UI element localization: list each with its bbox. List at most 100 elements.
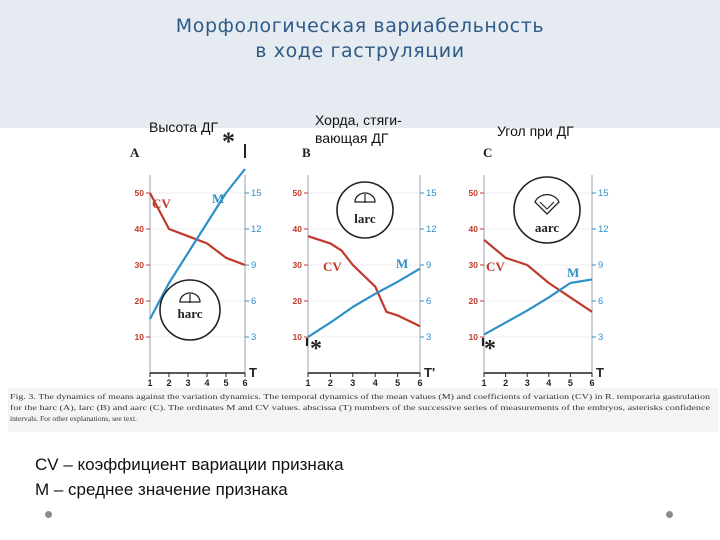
plots-background bbox=[115, 140, 720, 388]
legend-cv: CV – коэффициент вариации признака bbox=[35, 455, 344, 474]
panel-c-right-tick-label: 6 bbox=[598, 296, 603, 307]
panel-b-series-m-line bbox=[307, 267, 421, 338]
panel-b-right-tick-label: 6 bbox=[426, 296, 431, 307]
panel-c-series-m-line bbox=[483, 278, 593, 336]
panel-c-x-axis-title: T bbox=[596, 365, 604, 380]
title-line-1: Морфологическая вариабельность bbox=[175, 15, 545, 37]
panel-b-x-tick-label: 5 bbox=[395, 378, 400, 388]
panel-a-left-tick-label: 40 bbox=[135, 224, 145, 234]
panel-c-left-tick-label: 10 bbox=[469, 332, 479, 342]
panel-a-left-tick-label: 10 bbox=[135, 332, 145, 342]
panel-b-x-tick-label: 4 bbox=[373, 378, 378, 388]
panel-c-left-tick-label: 50 bbox=[469, 188, 479, 198]
panel-b-cv-label: CV bbox=[323, 259, 342, 274]
slide-title: Морфологическая вариабельность в ходе га… bbox=[0, 14, 720, 64]
panel-a-x-tick-label: 3 bbox=[185, 378, 190, 388]
panel-b-x-tick-label: 2 bbox=[328, 378, 333, 388]
panel-b-right-tick-label: 12 bbox=[426, 224, 437, 235]
panel-c-x-tick-label: 6 bbox=[589, 378, 594, 388]
panel-c-letter: C bbox=[483, 145, 492, 160]
panel-c-x-tick-label: 2 bbox=[503, 378, 508, 388]
panel-a-left-tick-label: 30 bbox=[135, 260, 145, 270]
figure-caption: Fig. 3. The dynamics of means against th… bbox=[8, 388, 718, 432]
panel-a-x-tick-label: 1 bbox=[147, 378, 152, 388]
column-label-chord: Хорда, стяги- вающая ДГ bbox=[315, 111, 402, 147]
panel-c-left-tick-label: 20 bbox=[469, 296, 479, 306]
panel-b-inset-sketch bbox=[354, 192, 376, 203]
panel-b-x-tick-label: 3 bbox=[350, 378, 355, 388]
panel-a-x-tick-label: 6 bbox=[242, 378, 247, 388]
caption-line-1: Fig. 3. The dynamics of means against th… bbox=[10, 392, 710, 401]
caption-text: Fig. 3. The dynamics of means against th… bbox=[10, 392, 711, 423]
panel-a-inset-label: harc bbox=[177, 306, 202, 321]
panel-c-right-tick-label: 12 bbox=[598, 224, 609, 235]
panel-b-right-tick-label: 3 bbox=[426, 332, 431, 343]
panel-b-asterisk: * bbox=[310, 336, 322, 362]
panel-a-x-tick-label: 2 bbox=[166, 378, 171, 388]
column-label-chord-line-1: Хорда, стяги- bbox=[315, 112, 402, 128]
panel-a-m-label: M bbox=[212, 191, 224, 206]
nav-dot-left bbox=[45, 511, 52, 518]
panel-b-x-tick-label: 1 bbox=[305, 378, 310, 388]
title-banner bbox=[0, 0, 720, 128]
panel-b-x-tick-label: 6 bbox=[417, 378, 422, 388]
panel-b-letter: B bbox=[302, 145, 311, 160]
title-line-2: в ходе гаструляции bbox=[255, 40, 465, 62]
panel-c-inset-circle bbox=[513, 176, 581, 244]
panel-a-left-tick-label: 20 bbox=[135, 296, 145, 306]
panel-b-right-tick-label: 15 bbox=[426, 188, 437, 199]
panel-a-series-m-line bbox=[149, 168, 246, 320]
panel-c-x-tick-label: 1 bbox=[481, 378, 486, 388]
panel-c-m-label: M bbox=[567, 265, 579, 280]
panel-c-x-tick-label: 5 bbox=[568, 378, 573, 388]
panel-b-m-label: M bbox=[396, 256, 408, 271]
panel-c-inset-sketch-mark bbox=[539, 201, 555, 210]
panel-a-right-tick-label: 9 bbox=[251, 260, 256, 271]
panel-c-cv-label: CV bbox=[486, 259, 505, 274]
panel-a-left-tick-label: 50 bbox=[135, 188, 145, 198]
panel-b-inset-label: larc bbox=[354, 211, 376, 226]
panel-a-right-tick-label: 15 bbox=[251, 188, 262, 199]
panel-a-right-tick-label: 6 bbox=[251, 296, 256, 307]
panel-b-left-tick-label: 30 bbox=[293, 260, 303, 270]
panel-c-asterisk: * bbox=[484, 336, 496, 362]
nav-dot-right bbox=[666, 511, 673, 518]
panel-c-right-tick-label: 3 bbox=[598, 332, 603, 343]
column-label-angle: Угол при ДГ bbox=[497, 123, 574, 139]
caption-line-3: intervals. For other explanations, see t… bbox=[10, 414, 137, 423]
panel-a-letter: A bbox=[130, 145, 140, 160]
caption-line-2: for the harc (A), larc (B) and aarc (C).… bbox=[10, 403, 711, 412]
panel-b-right-tick-label: 9 bbox=[426, 260, 431, 271]
panel-a-inset-circle bbox=[159, 279, 221, 341]
panel-a-x-tick-label: 5 bbox=[223, 378, 228, 388]
column-label-height: Высота ДГ bbox=[149, 119, 219, 135]
legend-m: M – среднее значение признака bbox=[35, 480, 288, 499]
panel-b-left-tick-label: 20 bbox=[293, 296, 303, 306]
panel-c-right-tick-label: 9 bbox=[598, 260, 603, 271]
panel-a-right-tick-label: 3 bbox=[251, 332, 256, 343]
panel-c-x-tick-label: 4 bbox=[546, 378, 551, 388]
panel-a-x-tick-label: 4 bbox=[204, 378, 209, 388]
panel-c-left-tick-label: 30 bbox=[469, 260, 479, 270]
panel-c-inset-label: aarc bbox=[535, 220, 560, 235]
panel-b-x-axis-title: T' bbox=[424, 365, 435, 380]
legend: CV – коэффициент вариации признака M – с… bbox=[35, 452, 344, 502]
panel-a-cv-label: CV bbox=[152, 196, 171, 211]
panel-b-left-tick-label: 10 bbox=[293, 332, 303, 342]
panel-b-left-tick-label: 40 bbox=[293, 224, 303, 234]
panel-a-inset-sketch bbox=[179, 292, 201, 303]
panel-a-series-cv-line bbox=[149, 192, 246, 267]
panel-c-right-tick-label: 15 bbox=[598, 188, 609, 199]
panel-a-x-axis-title: T bbox=[249, 365, 257, 380]
panel-c-series-cv-line bbox=[483, 238, 593, 313]
panel-a-right-tick-label: 12 bbox=[251, 224, 262, 235]
panel-b-left-tick-label: 50 bbox=[293, 188, 303, 198]
panel-b-series-cv-line bbox=[307, 235, 421, 328]
panel-c-left-tick-label: 40 bbox=[469, 224, 479, 234]
panel-c-inset-sketch bbox=[534, 194, 560, 215]
column-label-chord-line-2: вающая ДГ bbox=[315, 130, 389, 146]
